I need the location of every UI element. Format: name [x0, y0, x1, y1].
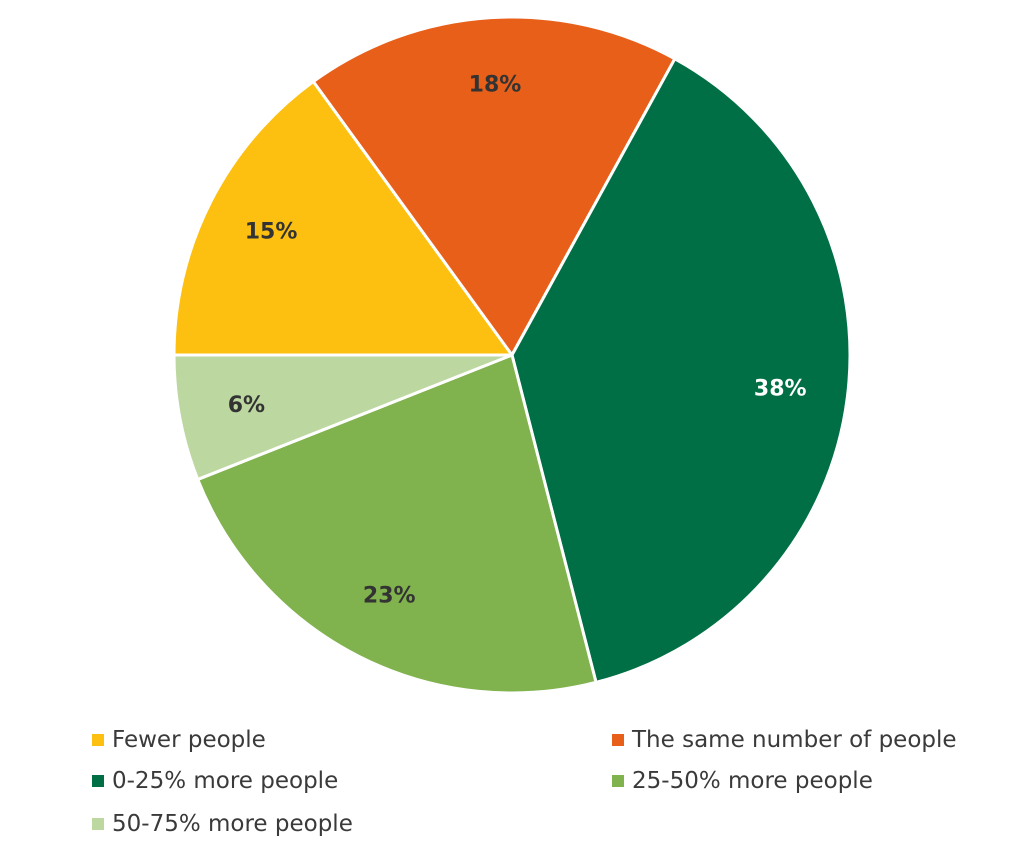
legend-item-50-75pct-more-people: 50-75% more people: [92, 811, 353, 837]
pie-slice-50-75pct-more-people: [172, 353, 514, 481]
pie-slice-25-50pct-more-people: [196, 353, 598, 695]
legend-item-25-50pct-more-people: 25-50% more people: [612, 768, 873, 794]
legend-item-0-25pct-more-people: 0-25% more people: [92, 768, 338, 794]
legend-label: Fewer people: [112, 727, 266, 753]
pie-slices: [172, 15, 852, 695]
data-label-50-75pct-more-people: 6%: [228, 393, 265, 418]
legend-swatch: [92, 775, 104, 787]
legend-swatch: [612, 775, 624, 787]
legend-item-the-same-number-of-people: The same number of people: [612, 727, 957, 753]
legend-label: 50-75% more people: [112, 811, 353, 837]
legend: Fewer people The same number of people 0-2…: [92, 727, 957, 837]
legend-swatch: [92, 734, 104, 746]
pie-slice-fewer-people: [172, 80, 514, 357]
data-label-the-same-number-of-people: 18%: [469, 73, 522, 98]
legend-label: 25-50% more people: [632, 768, 873, 794]
data-label-0-25pct-more-people: 38%: [754, 376, 807, 401]
pie-slice-0-25pct-more-people: [510, 57, 852, 684]
pie-slice-the-same-number-of-people: [311, 15, 677, 357]
legend-swatch: [612, 734, 624, 746]
legend-swatch: [92, 818, 104, 830]
data-label-fewer-people: 15%: [245, 220, 298, 245]
legend-label: The same number of people: [631, 727, 957, 753]
pie-data-labels: 15% 18% 38% 23% 6%: [228, 73, 807, 609]
legend-label: 0-25% more people: [112, 768, 338, 794]
data-label-25-50pct-more-people: 23%: [363, 583, 416, 608]
legend-item-fewer-people: Fewer people: [92, 727, 266, 753]
